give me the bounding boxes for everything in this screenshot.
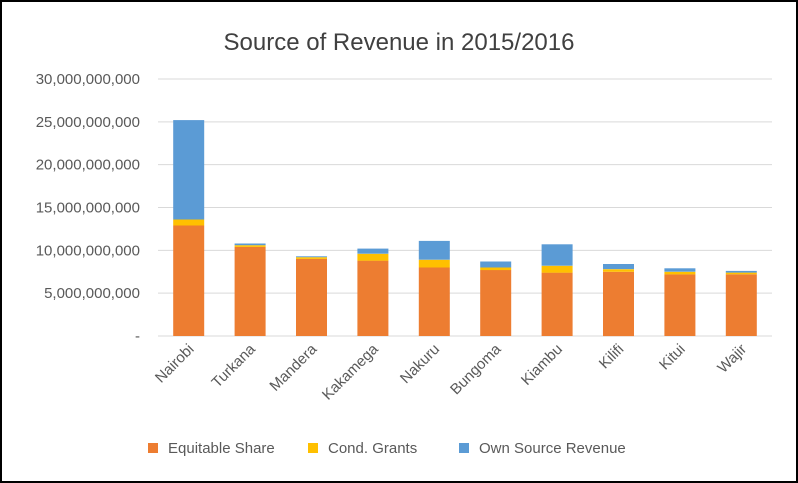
- legend-swatch: [459, 443, 469, 453]
- bars: [173, 120, 757, 337]
- bar-segment-own-source-revenue-mandera: [296, 256, 327, 258]
- y-tick-label: 25,000,000,000: [36, 114, 140, 131]
- legend-label: Cond. Grants: [328, 440, 417, 457]
- bar-segment-own-source-revenue-kiambu: [541, 244, 573, 266]
- bar-segment-cond-grants-nairobi: [173, 219, 205, 226]
- bar-segment-cond-grants-mandera: [296, 257, 327, 259]
- bar-segment-own-source-revenue-kitui: [664, 268, 696, 272]
- bar-segment-equitable-share-nakuru: [418, 267, 450, 336]
- legend-swatch: [148, 443, 158, 453]
- bar-segment-equitable-share-kiambu: [541, 272, 573, 336]
- bar-segment-cond-grants-kilifi: [603, 269, 634, 272]
- bar-segment-own-source-revenue-kakamega: [357, 248, 389, 254]
- x-tick-label: Wajir: [714, 341, 750, 377]
- bar-segment-cond-grants-kitui: [664, 271, 696, 275]
- legend-swatch: [308, 443, 318, 453]
- bar-segment-own-source-revenue-nairobi: [173, 120, 205, 220]
- x-tick-label: Kilifi: [596, 341, 627, 372]
- y-tick-label: 15,000,000,000: [36, 200, 140, 217]
- x-tick-label: Nakuru: [397, 341, 443, 387]
- y-tick-label: 10,000,000,000: [36, 242, 140, 259]
- bar-segment-own-source-revenue-nakuru: [418, 240, 450, 260]
- bar-segment-equitable-share-kitui: [664, 274, 696, 336]
- bar-segment-equitable-share-nairobi: [173, 225, 205, 336]
- x-tick-label: Kitui: [656, 341, 689, 374]
- x-tick-label: Turkana: [208, 340, 259, 391]
- legend-label: Own Source Revenue: [479, 440, 626, 457]
- y-axis-ticks: - 5,000,000,000 10,000,000,000 15,000,000,0…: [36, 71, 140, 345]
- chart-title: Source of Revenue in 2015/2016: [224, 29, 575, 56]
- x-tick-label: Kiambu: [518, 341, 566, 389]
- bar-segment-own-source-revenue-kilifi: [603, 264, 634, 270]
- bar-segment-cond-grants-kiambu: [541, 265, 573, 273]
- bar-segment-cond-grants-kakamega: [357, 253, 389, 261]
- bar-segment-cond-grants-wajir: [725, 272, 757, 275]
- legend: Equitable Share Cond. Grants Own Source Re…: [148, 440, 626, 457]
- bar-segment-equitable-share-kilifi: [603, 271, 634, 337]
- bar-segment-equitable-share-kakamega: [357, 260, 389, 336]
- x-tick-label: Kakamega: [319, 340, 382, 403]
- y-tick-label: 30,000,000,000: [36, 71, 140, 88]
- bar-segment-cond-grants-bungoma: [480, 267, 512, 271]
- bar-segment-equitable-share-bungoma: [480, 270, 512, 336]
- x-tick-label: Bungoma: [447, 340, 505, 398]
- bar-segment-equitable-share-turkana: [234, 246, 266, 336]
- bar-segment-cond-grants-turkana: [234, 245, 266, 247]
- bar-segment-equitable-share-wajir: [725, 274, 757, 336]
- bar-segment-own-source-revenue-turkana: [234, 243, 266, 246]
- y-tick-label: 20,000,000,000: [36, 157, 140, 174]
- x-tick-label: Nairobi: [152, 341, 198, 387]
- y-tick-label: -: [135, 328, 140, 345]
- bar-segment-own-source-revenue-bungoma: [480, 261, 512, 268]
- y-tick-label: 5,000,000,000: [44, 285, 140, 302]
- bar-segment-equitable-share-mandera: [296, 258, 327, 336]
- bar-segment-cond-grants-nakuru: [418, 259, 450, 268]
- legend-label: Equitable Share: [168, 440, 275, 457]
- bar-segment-own-source-revenue-wajir: [725, 270, 757, 273]
- x-tick-label: Mandera: [266, 340, 320, 394]
